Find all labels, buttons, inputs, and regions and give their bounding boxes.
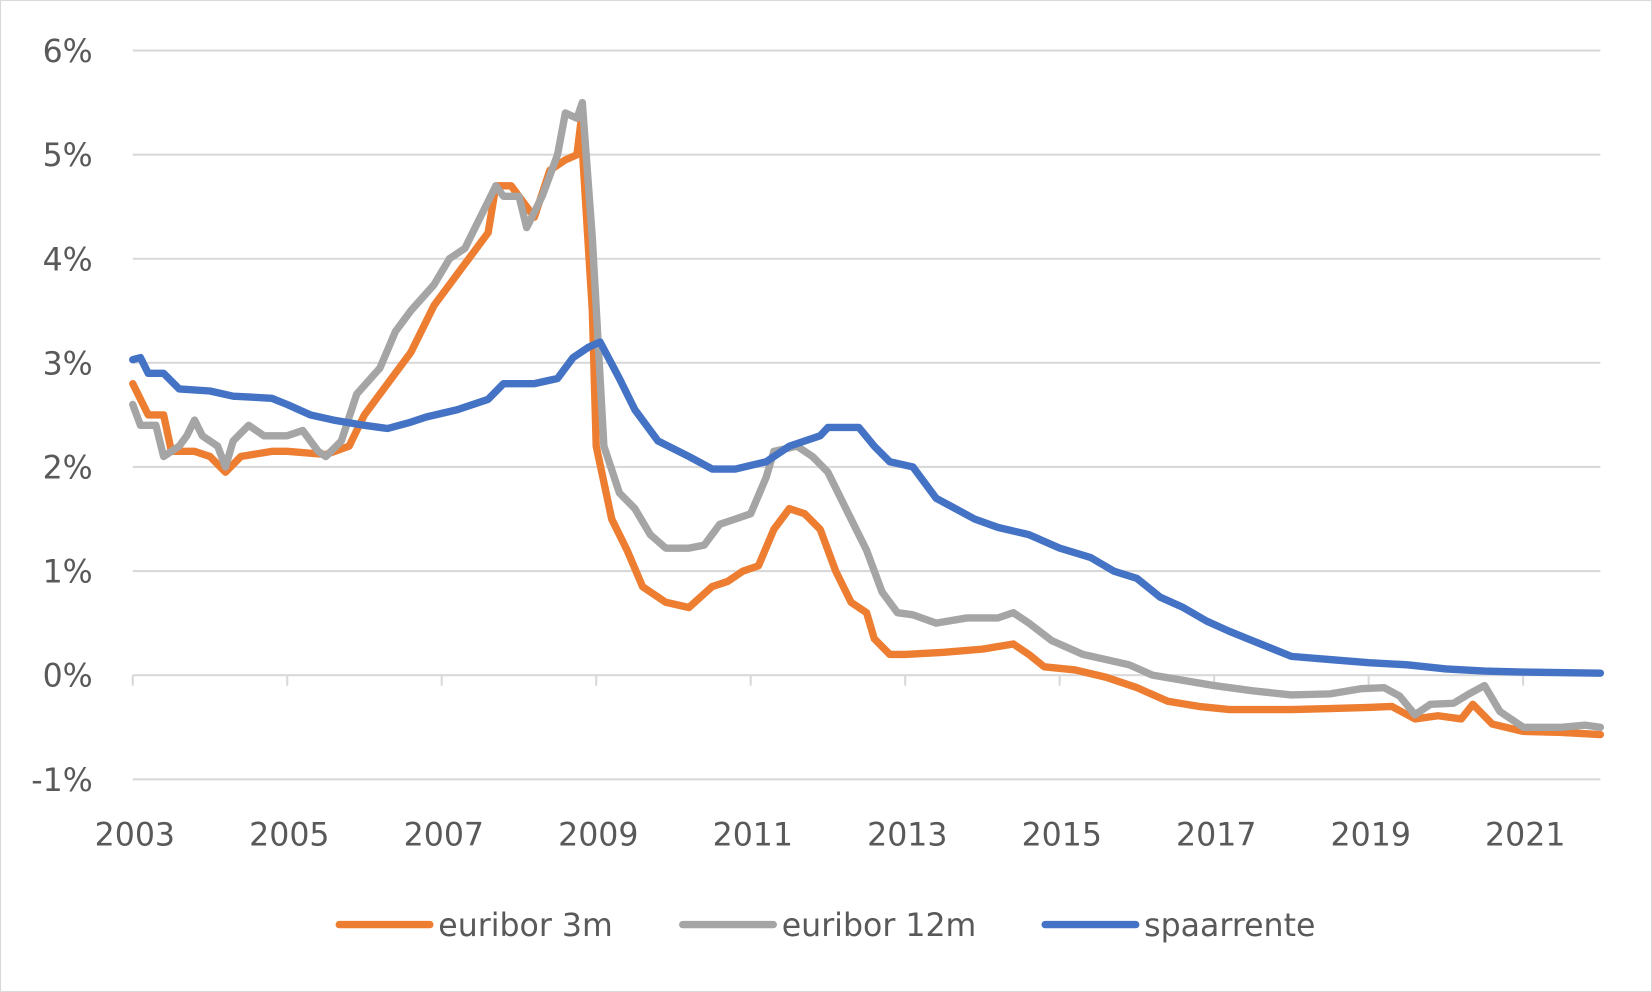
x-tick-label: 2013 <box>867 818 947 854</box>
legend-label: euribor 3m <box>438 908 612 944</box>
x-axis: 2003 2005 2007 2009 2011 2013 2015 2017 2019 2021 <box>95 674 1601 854</box>
y-tick-label: 5% <box>43 138 93 174</box>
series-line-euribor-12m <box>129 98 1605 731</box>
y-tick-label: 2% <box>43 451 93 487</box>
x-tick-label: 2005 <box>249 818 329 854</box>
x-tick-label: 2003 <box>95 818 175 854</box>
x-tick-label: 2015 <box>1022 818 1102 854</box>
y-tick-label: 6% <box>43 34 93 70</box>
x-tick-label: 2017 <box>1176 818 1256 854</box>
series-line-spaarrente <box>129 338 1605 677</box>
x-tick-label: 2021 <box>1485 818 1565 854</box>
x-tick-label: 2007 <box>404 818 484 854</box>
legend-label: spaarrente <box>1144 908 1315 944</box>
y-tick-label: 1% <box>43 555 93 591</box>
y-tick-label: -1% <box>31 763 93 799</box>
y-tick-label: 4% <box>43 242 93 278</box>
y-axis-ticks: 6% 5% 4% 3% 2% 1% 0% -1% <box>31 34 93 799</box>
y-tick-label: 0% <box>43 659 93 695</box>
x-tick-label: 2011 <box>713 818 793 854</box>
y-tick-label: 3% <box>43 346 93 382</box>
x-tick-label: 2009 <box>558 818 638 854</box>
series-lines <box>129 98 1605 739</box>
legend: euribor 3m euribor 12m spaarrente <box>335 908 1315 944</box>
x-tick-label: 2019 <box>1331 818 1411 854</box>
legend-label: euribor 12m <box>782 908 977 944</box>
gridlines <box>132 49 1601 781</box>
